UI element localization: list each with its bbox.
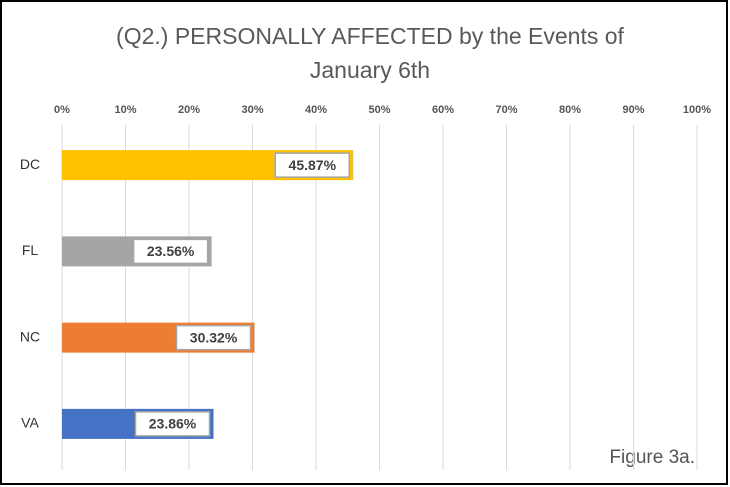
value-label-box [274,152,351,178]
y-tick-label: FL [22,242,39,258]
title-line: January 6th [310,57,430,83]
x-tick-label: 10% [114,104,136,116]
y-tick-label: NC [20,328,40,344]
value-label: 30.32% [190,329,238,345]
value-label: 23.56% [147,243,195,259]
value-label: 45.87% [289,157,337,173]
y-tick-label: DC [20,156,40,172]
value-label-box [134,411,211,437]
annotation: Figure 3a. [609,447,695,468]
x-tick-label: 30% [241,104,263,116]
value-label: 23.86% [149,416,197,432]
x-tick-label: 70% [495,104,517,116]
chart-title: (Q2.) PERSONALLY AFFECTED by the Events … [116,23,624,83]
x-tick-label: 90% [622,104,644,116]
x-tick-label: 100% [683,104,711,116]
x-tick-label: 50% [368,104,390,116]
x-tick-label: 20% [178,104,200,116]
title-line: (Q2.) PERSONALLY AFFECTED by the Events … [116,23,624,49]
value-label-box [175,324,252,351]
x-tick-label: 60% [432,104,454,116]
x-tick-label: 40% [305,104,327,116]
x-tick-label: 80% [559,104,581,116]
y-tick-label: VA [21,415,39,431]
x-tick-label: 0% [54,104,70,116]
value-label-box [132,238,209,265]
